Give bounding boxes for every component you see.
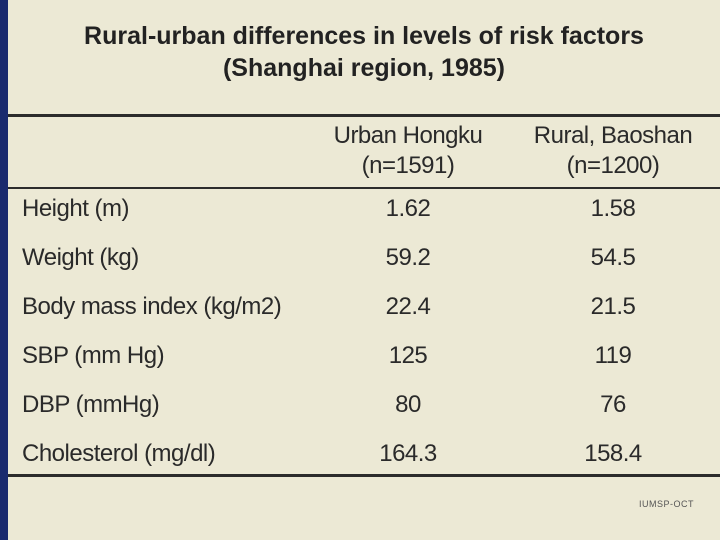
row-label: Body mass index (kg/m2): [22, 293, 282, 320]
row-label: Height (m): [22, 195, 130, 222]
column-header-urban-name: Urban Hongku: [333, 122, 483, 149]
column-header-rural-name: Rural, Baoshan: [533, 122, 693, 149]
column-header-rural: Rural, Baoshan (n=1200): [523, 121, 703, 181]
row-label: DBP (mmHg): [22, 391, 160, 418]
table-row-sbp: SBP (mm Hg) 125 119: [8, 336, 720, 386]
footer-mark: IUMSP-OCT: [639, 499, 694, 509]
rural-value: 158.4: [584, 440, 642, 467]
rural-value: 76: [600, 391, 626, 418]
slide-title: Rural-urban differences in levels of ris…: [8, 20, 720, 84]
column-header-urban: Urban Hongku (n=1591): [323, 121, 493, 181]
column-header-urban-n: (n=1591): [361, 152, 455, 179]
table-row-weight: Weight (kg) 59.2 54.5: [8, 238, 720, 288]
urban-value: 59.2: [385, 244, 431, 271]
table-header-rule: [8, 187, 720, 189]
table-row-bmi: Body mass index (kg/m2) 22.4 21.5: [8, 287, 720, 337]
table-row-cholesterol: Cholesterol (mg/dl) 164.3 158.4: [8, 434, 720, 484]
table-bottom-rule: [8, 474, 720, 477]
title-line-1: Rural-urban differences in levels of ris…: [84, 22, 644, 50]
urban-value: 80: [395, 391, 421, 418]
table-row-height: Height (m) 1.62 1.58: [8, 189, 720, 239]
urban-value: 125: [388, 342, 428, 369]
rural-value: 21.5: [590, 293, 636, 320]
row-label: Cholesterol (mg/dl): [22, 440, 216, 467]
table-row-dbp: DBP (mmHg) 80 76: [8, 385, 720, 435]
rural-value: 1.58: [590, 195, 636, 222]
row-label: Weight (kg): [22, 244, 139, 271]
table-top-rule: [8, 114, 720, 117]
urban-value: 164.3: [379, 440, 437, 467]
slide: Rural-urban differences in levels of ris…: [8, 0, 720, 540]
row-label: SBP (mm Hg): [22, 342, 165, 369]
column-header-rural-n: (n=1200): [566, 152, 660, 179]
urban-value: 22.4: [385, 293, 431, 320]
rural-value: 119: [594, 342, 632, 369]
urban-value: 1.62: [385, 195, 431, 222]
title-line-2: (Shanghai region, 1985): [222, 54, 505, 82]
rural-value: 54.5: [590, 244, 636, 271]
